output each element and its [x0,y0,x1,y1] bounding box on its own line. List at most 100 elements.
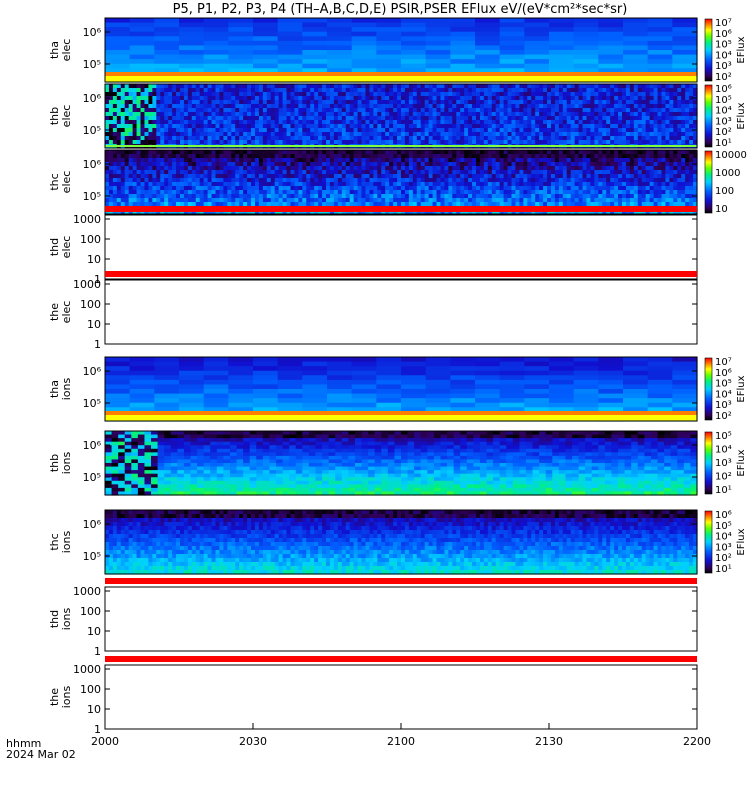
heatmap-cell [590,124,595,129]
heatmap-cell [440,150,446,155]
heatmap-cell [586,170,592,175]
heatmap-cell [112,140,118,145]
heatmap-cell [187,140,193,145]
heatmap-cell [282,112,288,117]
heatmap-cell [187,158,193,163]
heatmap-cell [310,194,315,199]
heatmap-cell [558,150,564,155]
heatmap-cell [333,182,339,187]
heatmap-cell [251,88,256,93]
heatmap-cell [554,202,560,207]
heatmap-cell [195,116,201,121]
heatmap-cell [176,124,181,129]
heatmap-cell [152,132,157,137]
heatmap-cell [345,96,351,101]
heatmap-cell [318,182,323,187]
heatmap-cell [231,154,236,159]
heatmap-cell [647,22,673,28]
heatmap-cell [262,88,268,93]
heatmap-cell [448,202,453,207]
heatmap-cell [539,170,544,175]
heatmap-cell [136,166,142,171]
heatmap-cell [199,194,205,199]
heatmap-cell [499,194,505,199]
heatmap-cell [647,50,673,56]
heatmap-cell [479,202,485,207]
heatmap-cell [602,88,607,93]
heatmap-cell [499,132,505,137]
heatmap-cell [397,154,402,159]
heatmap-cell [120,150,126,155]
heatmap-cell [108,116,114,121]
heatmap-cell [179,132,185,137]
heatmap-cell [547,190,552,195]
heatmap-cell [436,124,442,129]
heatmap-cell [397,84,402,89]
heatmap-cell [266,170,272,175]
heatmap-cell [432,112,438,117]
heatmap-cell [132,150,138,155]
heatmap-cell [566,124,572,129]
heatmap-cell [128,112,134,117]
heatmap-cell [191,88,197,93]
heatmap-cell [164,108,169,113]
heatmap-cell [274,132,280,137]
heatmap-cell [120,186,126,191]
heatmap-cell [669,84,674,89]
heatmap-cell [499,63,525,69]
heatmap-cell [357,100,363,105]
heatmap-cell [507,104,513,109]
heatmap-cell [562,128,568,133]
heatmap-cell [120,178,126,183]
heatmap-cell [397,174,402,179]
heatmap-cell [515,182,520,187]
heatmap-cell [207,186,213,191]
heatmap-cell [483,112,489,117]
heatmap-cell [519,154,524,159]
heatmap-cell [519,112,524,117]
heatmap-cell [519,104,524,109]
heatmap-cell [515,100,520,105]
heatmap-cell [606,120,611,125]
heatmap-cell [472,116,477,121]
heatmap-cell [156,186,161,191]
heatmap-cell [645,100,651,105]
heatmap-cell [499,202,505,207]
heatmap-cell [318,186,323,191]
heatmap-cell [148,182,153,187]
heatmap-cell [243,154,248,159]
heatmap-cell [302,198,307,203]
heatmap-cell [239,174,244,179]
heatmap-cell [444,108,449,113]
heatmap-cell [381,128,386,133]
heatmap-cell [582,108,588,113]
heatmap-cell [207,140,213,145]
heatmap-cell [294,120,299,125]
heatmap-cell [318,174,323,179]
heatmap-cell [298,150,303,155]
heatmap-cell [215,210,221,215]
heatmap-cell [448,132,453,137]
heatmap-cell [440,120,446,125]
heatmap-cell [322,112,327,117]
heatmap-cell [278,202,284,207]
heatmap-cell [251,186,256,191]
heatmap-cell [483,100,489,105]
heatmap-cell [649,88,655,93]
heatmap-cell [223,104,228,109]
heatmap-cell [598,150,603,155]
heatmap-cell [499,22,525,28]
heatmap-cell [302,22,328,28]
heatmap-cell [479,136,485,141]
heatmap-cell [381,116,386,121]
heatmap-cell [129,63,155,69]
heatmap-cell [302,96,307,101]
heatmap-cell [689,104,694,109]
heatmap-cell [223,202,228,207]
heatmap-cell [385,104,390,109]
heatmap-cell [602,140,607,145]
heatmap-cell [523,202,528,207]
heatmap-cell [483,120,489,125]
heatmap-cell [416,182,422,187]
heatmap-cell [590,198,595,203]
